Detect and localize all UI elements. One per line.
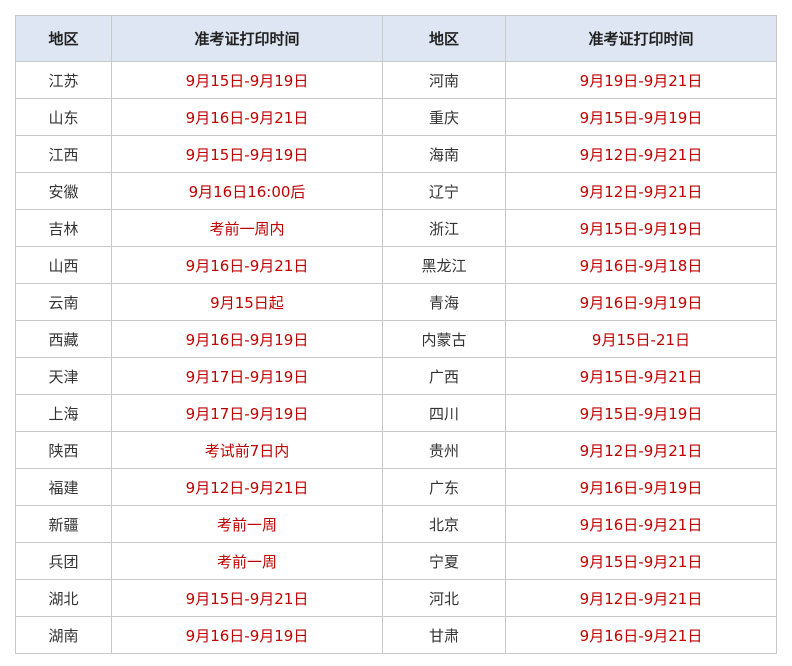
print-time: 9月12日-9月21日: [111, 468, 383, 506]
region: 新疆: [15, 505, 112, 543]
region: 上海: [15, 394, 112, 432]
print-time: 9月16日-9月19日: [111, 320, 383, 358]
region: 广东: [382, 468, 506, 506]
print-time: 9月15日-9月19日: [505, 394, 777, 432]
print-time: 9月15日-9月19日: [505, 209, 777, 247]
print-time: 9月15日-9月21日: [505, 542, 777, 580]
print-time: 考前一周内: [111, 209, 383, 247]
print-time: 9月16日16:00后: [111, 172, 383, 210]
table-row: 陕西 考试前7日内 贵州 9月12日-9月21日: [15, 431, 777, 469]
region: 北京: [382, 505, 506, 543]
region: 湖南: [15, 616, 112, 654]
table-row: 山西 9月16日-9月21日 黑龙江 9月16日-9月18日: [15, 246, 777, 284]
table-row: 安徽 9月16日16:00后 辽宁 9月12日-9月21日: [15, 172, 777, 210]
header-row: 地区 准考证打印时间 地区 准考证打印时间: [15, 15, 777, 62]
print-time: 9月15日-9月19日: [505, 98, 777, 136]
print-time: 9月16日-9月21日: [505, 616, 777, 654]
print-time: 9月15日起: [111, 283, 383, 321]
region: 福建: [15, 468, 112, 506]
region: 黑龙江: [382, 246, 506, 284]
table-row: 湖南 9月16日-9月19日 甘肃 9月16日-9月21日: [15, 616, 777, 654]
print-time: 9月19日-9月21日: [505, 61, 777, 99]
region: 兵团: [15, 542, 112, 580]
admission-table: 地区 准考证打印时间 地区 准考证打印时间 江苏 9月15日-9月19日 河南 9月19日-…: [15, 15, 777, 654]
table-row: 西藏 9月16日-9月19日 内蒙古 9月15日-21日: [15, 320, 777, 358]
region: 江苏: [15, 61, 112, 99]
region: 河北: [382, 579, 506, 617]
region: 青海: [382, 283, 506, 321]
print-time: 9月12日-9月21日: [505, 431, 777, 469]
print-time: 9月15日-21日: [505, 320, 777, 358]
table-row: 福建 9月12日-9月21日 广东 9月16日-9月19日: [15, 468, 777, 506]
table-row: 吉林 考前一周内 浙江 9月15日-9月19日: [15, 209, 777, 247]
table-row: 云南 9月15日起 青海 9月16日-9月19日: [15, 283, 777, 321]
table-row: 新疆 考前一周 北京 9月16日-9月21日: [15, 505, 777, 543]
print-time: 9月16日-9月21日: [505, 505, 777, 543]
region: 云南: [15, 283, 112, 321]
region: 江西: [15, 135, 112, 173]
print-time: 9月16日-9月19日: [505, 468, 777, 506]
region: 内蒙古: [382, 320, 506, 358]
print-time: 9月16日-9月21日: [111, 246, 383, 284]
table-row: 天津 9月17日-9月19日 广西 9月15日-9月21日: [15, 357, 777, 395]
table-body: 江苏 9月15日-9月19日 河南 9月19日-9月21日 山东 9月16日-9月21日重…: [15, 61, 777, 654]
region: 重庆: [382, 98, 506, 136]
region: 河南: [382, 61, 506, 99]
print-time: 9月16日-9月19日: [111, 616, 383, 654]
region: 浙江: [382, 209, 506, 247]
region: 山东: [15, 98, 112, 136]
region: 西藏: [15, 320, 112, 358]
header-cell: 地区: [15, 15, 112, 62]
print-time: 考前一周: [111, 505, 383, 543]
print-time: 考前一周: [111, 542, 383, 580]
region: 四川: [382, 394, 506, 432]
print-time: 9月12日-9月21日: [505, 579, 777, 617]
region: 山西: [15, 246, 112, 284]
region: 海南: [382, 135, 506, 173]
table-row: 兵团 考前一周 宁夏 9月15日-9月21日: [15, 542, 777, 580]
print-time: 9月15日-9月19日: [111, 61, 383, 99]
header-cell: 地区: [382, 15, 506, 62]
table-row: 江苏 9月15日-9月19日 河南 9月19日-9月21日: [15, 61, 777, 99]
print-time: 9月12日-9月21日: [505, 172, 777, 210]
region: 贵州: [382, 431, 506, 469]
print-time: 9月15日-9月19日: [111, 135, 383, 173]
region: 吉林: [15, 209, 112, 247]
print-time: 9月12日-9月21日: [505, 135, 777, 173]
region: 广西: [382, 357, 506, 395]
print-time: 9月15日-9月21日: [505, 357, 777, 395]
region: 陕西: [15, 431, 112, 469]
table-row: 上海 9月17日-9月19日 四川 9月15日-9月19日: [15, 394, 777, 432]
print-time: 9月16日-9月21日: [111, 98, 383, 136]
region: 湖北: [15, 579, 112, 617]
print-time: 9月15日-9月21日: [111, 579, 383, 617]
table-row: 湖北 9月15日-9月21日 河北 9月12日-9月21日: [15, 579, 777, 617]
header-cell: 准考证打印时间: [111, 15, 383, 62]
print-time: 9月16日-9月18日: [505, 246, 777, 284]
region: 天津: [15, 357, 112, 395]
table-row: 山东 9月16日-9月21日 重庆 9月15日-9月19日: [15, 98, 777, 136]
table-row: 江西 9月15日-9月19日 海南 9月12日-9月21日: [15, 135, 777, 173]
header-cell: 准考证打印时间: [505, 15, 777, 62]
print-time: 考试前7日内: [111, 431, 383, 469]
region: 安徽: [15, 172, 112, 210]
region: 辽宁: [382, 172, 506, 210]
region: 宁夏: [382, 542, 506, 580]
print-time: 9月17日-9月19日: [111, 394, 383, 432]
print-time: 9月17日-9月19日: [111, 357, 383, 395]
print-time: 9月16日-9月19日: [505, 283, 777, 321]
region: 甘肃: [382, 616, 506, 654]
